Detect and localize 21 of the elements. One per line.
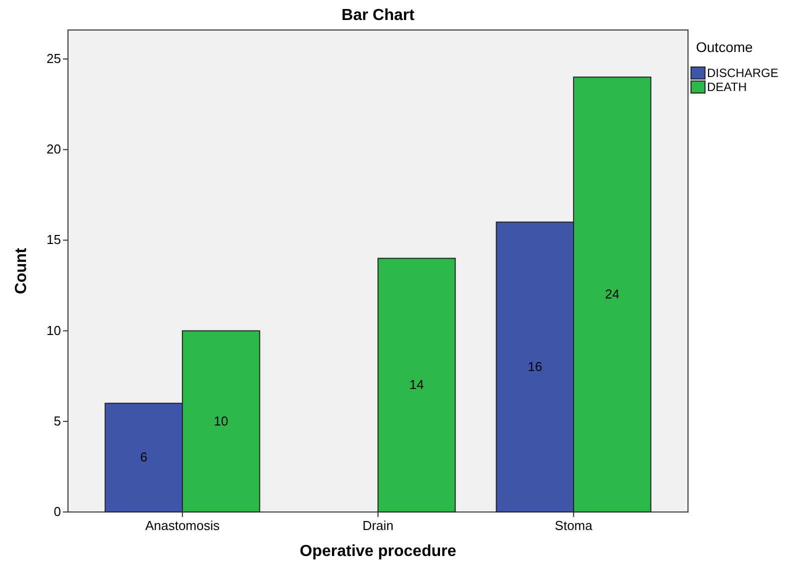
- legend-title: Outcome: [696, 39, 754, 55]
- y-tick-label: 20: [46, 142, 61, 157]
- y-tick-label: 10: [46, 322, 61, 338]
- y-axis-title: Count: [13, 247, 30, 294]
- data-label: 14: [409, 377, 424, 392]
- data-label: 16: [528, 359, 542, 374]
- bar: [378, 258, 456, 512]
- data-label: 10: [214, 413, 228, 428]
- x-tick-label: Anastomosis: [145, 518, 220, 533]
- legend-label: DISCHARGE: [707, 66, 778, 80]
- y-tick-label: 0: [54, 504, 61, 519]
- x-tick-label: Drain: [362, 518, 394, 533]
- x-axis-title: Operative procedure: [300, 543, 456, 560]
- y-tick-label: 25: [46, 50, 61, 66]
- legend-label: DEATH: [707, 80, 747, 94]
- data-label: 24: [604, 286, 620, 302]
- y-tick-label: 15: [46, 232, 61, 248]
- y-tick-label: 5: [54, 413, 61, 428]
- x-tick-label: Stoma: [554, 518, 594, 533]
- data-label: 6: [140, 450, 148, 465]
- chart-title: Bar Chart: [342, 7, 416, 24]
